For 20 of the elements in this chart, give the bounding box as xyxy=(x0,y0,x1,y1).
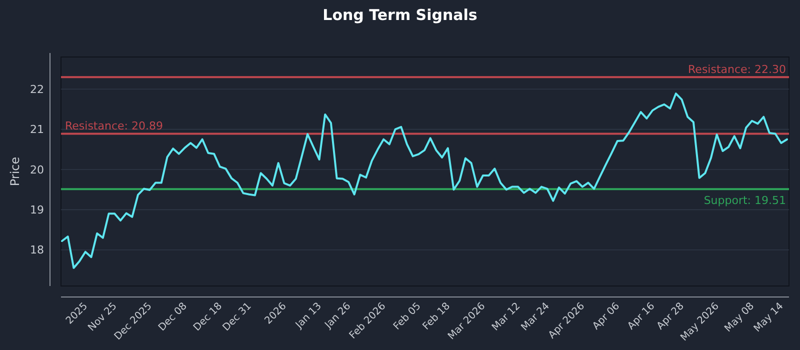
x-tick-label: Apr 16 xyxy=(626,300,658,332)
chart-title: Long Term Signals xyxy=(322,6,478,24)
x-tick-label: Feb 18 xyxy=(420,300,452,332)
x-tick-label: Dec 31 xyxy=(220,300,254,334)
line-series xyxy=(61,92,788,269)
x-tick-label: Jan 13 xyxy=(293,300,324,332)
ref-line-label: Support: 19.51 xyxy=(704,194,786,208)
ref-line-label: Resistance: 22.30 xyxy=(688,63,786,76)
y-tick-label: 19 xyxy=(30,204,44,217)
y-tick-label: 22 xyxy=(30,82,44,96)
x-tick-label: Jan 26 xyxy=(322,300,354,332)
y-tick-label: 21 xyxy=(30,123,44,136)
y-tick-label: 20 xyxy=(30,163,44,176)
x-tick-label: Dec 08 xyxy=(156,300,190,334)
x-tick-label: Feb 05 xyxy=(392,300,424,332)
y-tick-label: 18 xyxy=(30,244,44,257)
y-axis-title: Price xyxy=(8,156,22,186)
x-tick-label: Apr 06 xyxy=(590,300,622,332)
ref-line-label: Resistance: 20.89 xyxy=(65,120,163,133)
x-tick-label: Apr 28 xyxy=(655,300,686,332)
